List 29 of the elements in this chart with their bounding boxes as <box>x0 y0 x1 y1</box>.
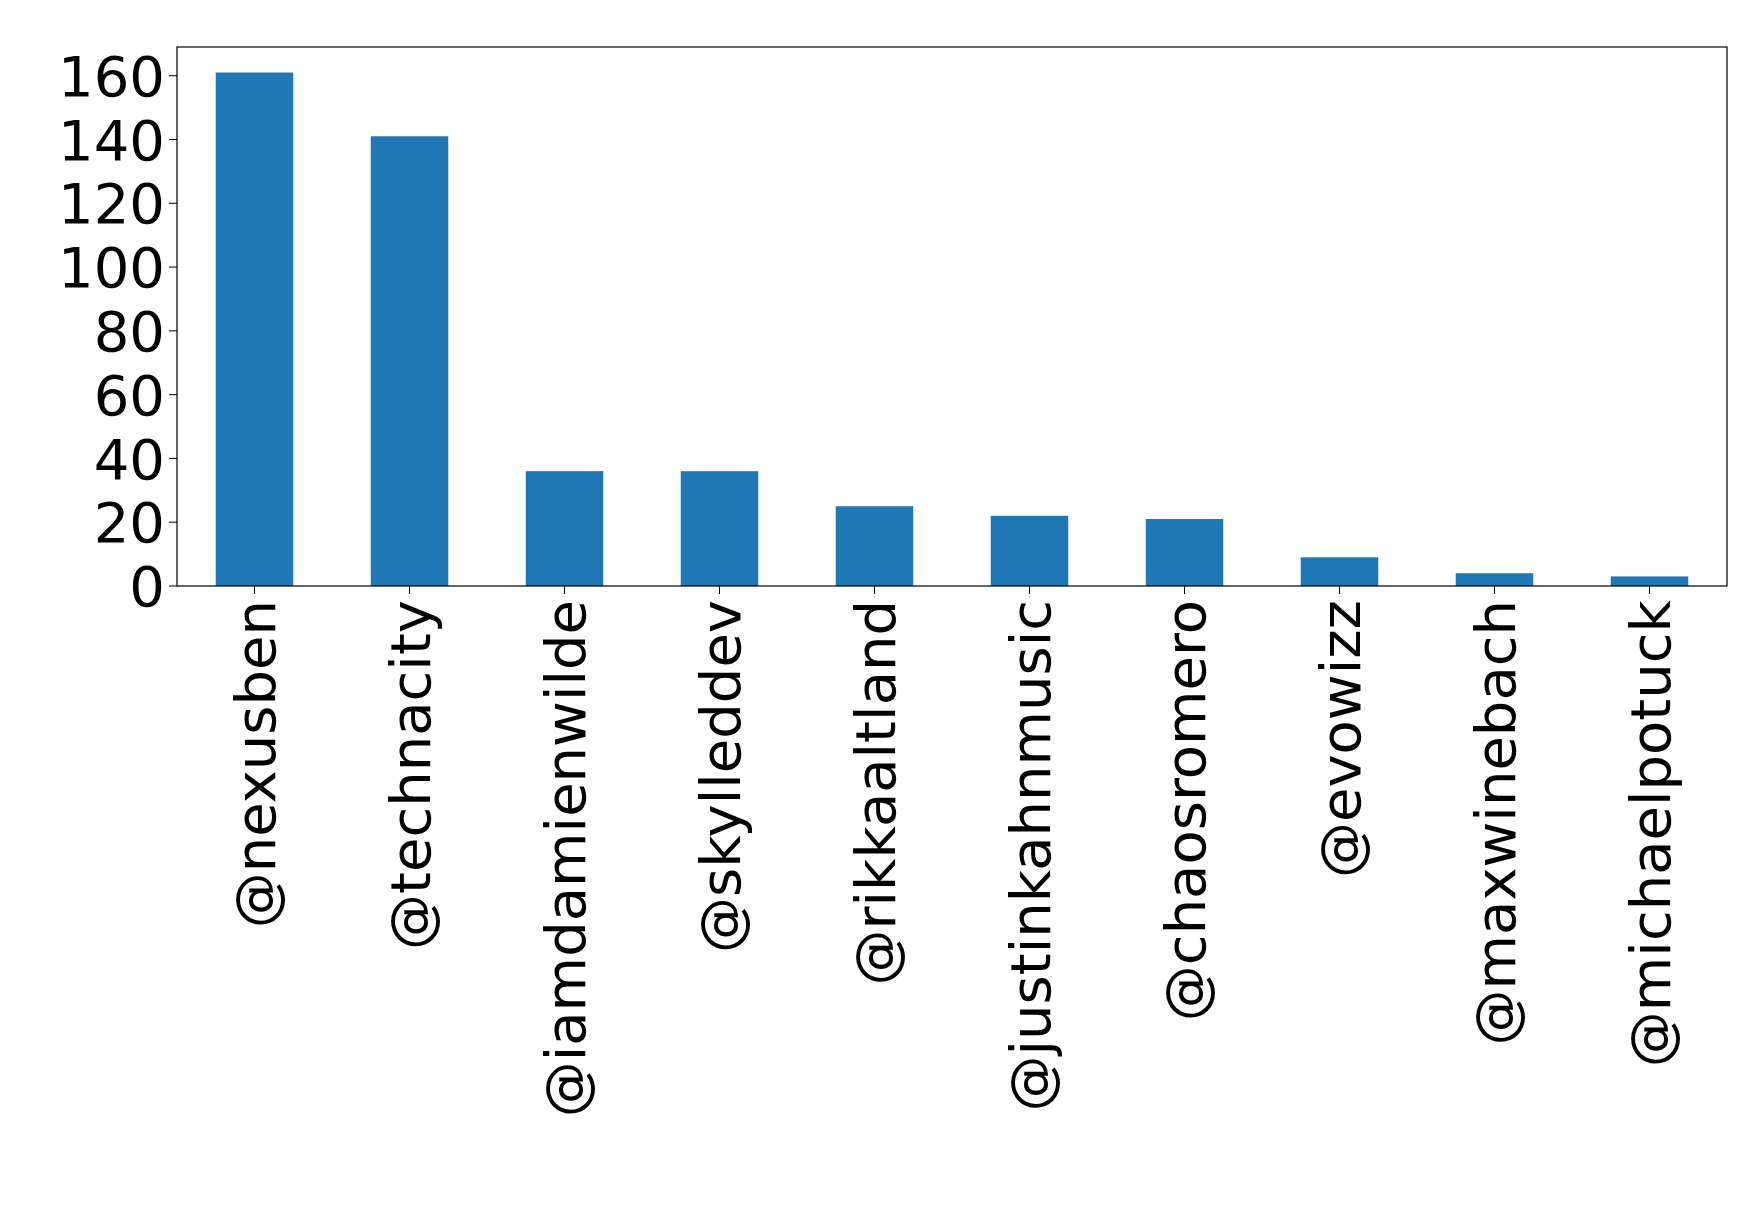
y-tick-label: 160 <box>58 43 165 109</box>
bar <box>1610 576 1689 586</box>
bar <box>990 515 1069 586</box>
y-tick-label: 120 <box>58 171 165 237</box>
x-tick-label: @rikkaaltland <box>842 600 908 986</box>
bar <box>370 136 449 586</box>
y-tick-label: 40 <box>93 426 165 492</box>
bar <box>1300 557 1379 586</box>
x-tick-label: @justinkahnmusic <box>997 600 1063 1112</box>
x-tick-label: @michaelpotuck <box>1617 599 1683 1068</box>
x-tick-label: @chaosromero <box>1152 600 1218 1022</box>
x-tick-label: @maxwinebach <box>1462 600 1528 1046</box>
x-tick-label: @evowizz <box>1307 600 1373 879</box>
y-tick-label: 140 <box>58 107 165 173</box>
y-tick-label: 0 <box>129 554 165 620</box>
x-tick-label: @skylleddev <box>687 600 753 954</box>
y-tick-label: 100 <box>58 235 165 301</box>
y-tick-label: 80 <box>93 299 165 365</box>
x-tick-label: @iamdamienwilde <box>532 600 598 1118</box>
bar <box>680 471 759 586</box>
x-tick-label: @nexusben <box>222 600 288 929</box>
bar <box>1455 573 1534 586</box>
y-tick-label: 20 <box>93 490 165 556</box>
bar <box>215 72 294 586</box>
bar <box>1145 519 1224 586</box>
bar <box>525 471 604 586</box>
x-tick-label: @technacity <box>377 600 443 950</box>
bar <box>835 506 914 586</box>
y-tick-label: 60 <box>93 362 165 428</box>
